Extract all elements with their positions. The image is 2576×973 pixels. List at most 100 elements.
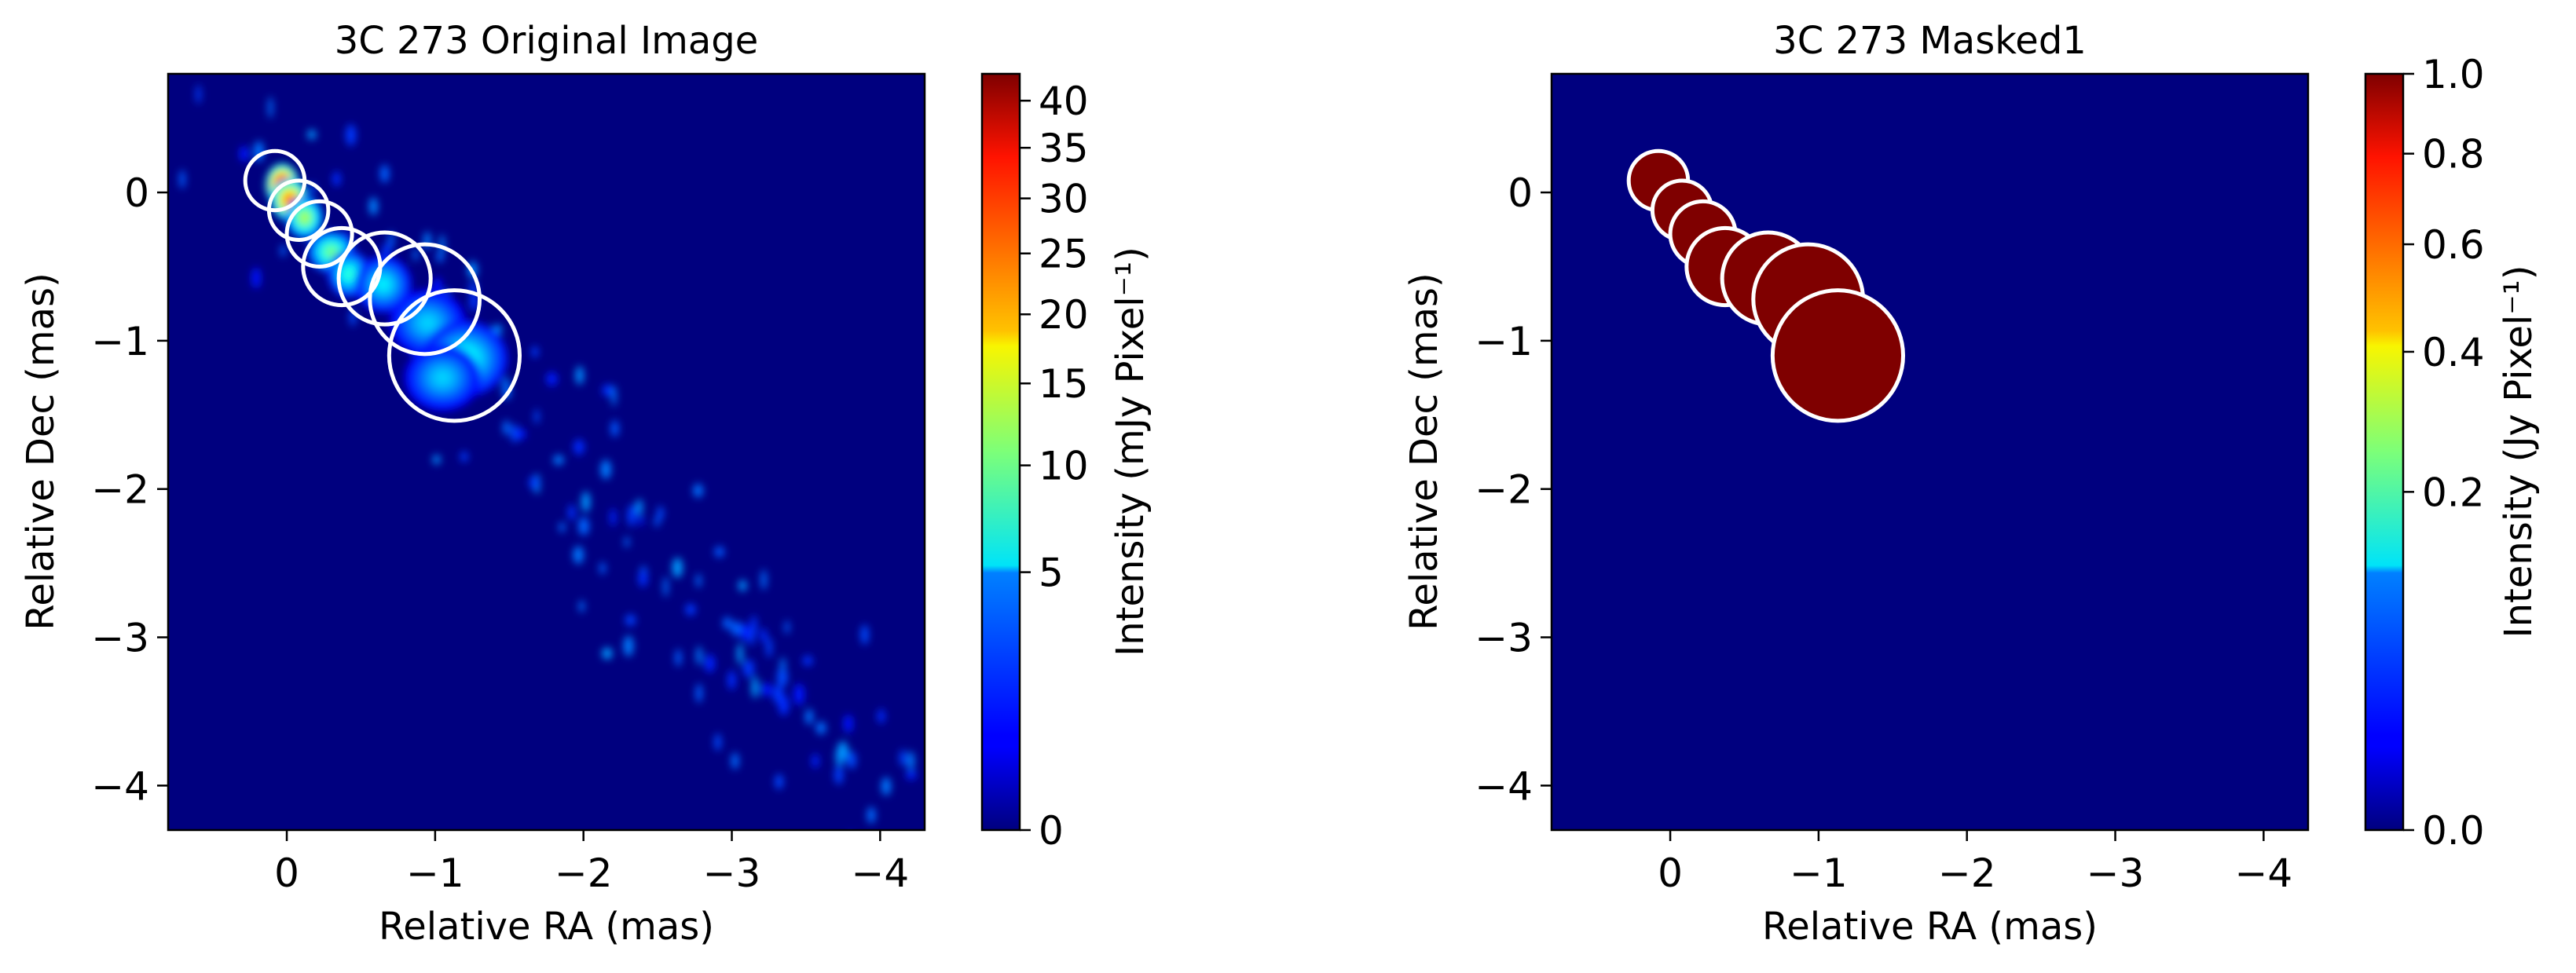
emission-knot [179, 170, 185, 189]
emission-knot [860, 624, 869, 645]
x-tick-label: −2 [1938, 850, 1996, 896]
emission-knot [280, 244, 286, 257]
emission-knot [881, 777, 892, 796]
emission-knot [239, 145, 249, 162]
emission-component [378, 280, 388, 290]
emission-knot [460, 451, 468, 463]
emission-knot [751, 676, 759, 699]
y-tick-label: 0 [1508, 170, 1533, 216]
emission-knot [778, 695, 790, 715]
emission-knot [439, 234, 445, 256]
emission-knot [635, 499, 643, 516]
region-circle [1770, 288, 1906, 423]
emission-knot [906, 770, 917, 780]
y-axis-label: Relative Dec (mas) [19, 273, 63, 631]
emission-knot [760, 628, 768, 643]
emission-knot [251, 267, 261, 289]
region-circle [284, 199, 354, 269]
emission-knot [802, 655, 813, 666]
emission-knot [960, 821, 966, 835]
emission-knot [911, 874, 918, 890]
y-tick-label: −1 [1475, 319, 1533, 364]
emission-knot [623, 635, 634, 657]
emission-knot [573, 546, 584, 565]
emission-knot [675, 649, 682, 667]
y-tick-label: −3 [91, 616, 149, 661]
emission-knot [432, 455, 441, 465]
emission-knot [624, 536, 630, 547]
emission-knot [382, 243, 391, 257]
emission-knot [412, 247, 419, 262]
emission-knot [503, 420, 511, 436]
colorbar-tick-label: 35 [1039, 126, 1089, 171]
emission-knot [599, 561, 606, 575]
emission-knot [672, 558, 683, 578]
emission-knot [610, 508, 617, 526]
x-tick-label: −3 [2087, 850, 2145, 896]
emission-knot [812, 753, 819, 769]
emission-knot [851, 834, 856, 851]
chart-title: 3C 273 Masked1 [1773, 19, 2087, 63]
colorbar-gradient [980, 72, 1021, 832]
y-tick-label: −4 [1475, 763, 1533, 809]
emission-knot [695, 683, 703, 703]
emission-knot [793, 683, 804, 705]
emission-knot [937, 728, 944, 748]
emission-knot [600, 459, 611, 479]
emission-knot [657, 506, 664, 521]
colorbar-label: Intensity (mJy Pixel⁻¹) [1108, 247, 1152, 657]
colorbar-tick-label: 1.0 [2422, 52, 2485, 97]
emission-knot [731, 752, 739, 770]
emission-knot [663, 576, 669, 598]
colorbar-tick-label: 40 [1039, 79, 1089, 124]
emission-knot [738, 580, 747, 591]
x-axis-label: Relative RA (mas) [379, 905, 714, 949]
emission-knot [695, 573, 702, 588]
emission-knot [546, 371, 558, 386]
emission-knot [846, 751, 856, 769]
emission-knot [693, 484, 703, 498]
emission-knot [777, 668, 788, 687]
emission-knot [704, 654, 715, 673]
x-tick-label: −1 [1790, 850, 1848, 896]
y-tick-label: −4 [91, 763, 149, 809]
emission-knot [779, 657, 786, 671]
x-axis-label: Relative RA (mas) [1762, 905, 2098, 949]
emission-component [327, 248, 335, 256]
emission-knot [332, 171, 341, 187]
emission-knot [469, 291, 478, 312]
original-image-panel: 3C 273 Original Image 0 −1 −2 −3 −4 0 −1 −2 −3 −… [19, 19, 1152, 949]
emission-knot [867, 807, 876, 824]
emission-knot [610, 420, 619, 437]
emission-knot [1000, 876, 1006, 896]
colorbar: 0.0 0.2 0.4 0.6 0.8 1.0 [2364, 52, 2485, 854]
emission-knot [775, 774, 783, 790]
emission-knot [900, 749, 907, 766]
emission-knot [737, 643, 743, 664]
x-tick-label: −3 [703, 850, 761, 896]
plot-area [167, 72, 1006, 896]
colorbar-tick-label: 30 [1039, 177, 1089, 222]
axes-frame [167, 72, 926, 832]
y-axis-label: Relative Dec (mas) [1402, 273, 1446, 631]
x-tick-label: −4 [2234, 850, 2292, 896]
emission-knot [638, 515, 644, 526]
emission-knot [696, 646, 702, 665]
colorbar-tick-label: 0.0 [2422, 808, 2485, 854]
emission-knot [625, 614, 636, 626]
emission-knot [568, 504, 576, 521]
emission-knot [834, 766, 844, 785]
colorbar-tick-label: 0.8 [2422, 132, 2485, 177]
chart-title: 3C 273 Original Image [335, 19, 759, 63]
x-tick-label: −4 [851, 850, 909, 896]
emission-component [345, 269, 353, 278]
emission-knot [760, 682, 772, 697]
emission-knot [638, 570, 648, 587]
x-axis-ticks: 0 −1 −2 −3 −4 [274, 830, 909, 896]
region-circle [266, 178, 331, 242]
emission-knot [654, 516, 660, 527]
emission-knot [531, 346, 539, 358]
image-content [1626, 148, 1906, 423]
